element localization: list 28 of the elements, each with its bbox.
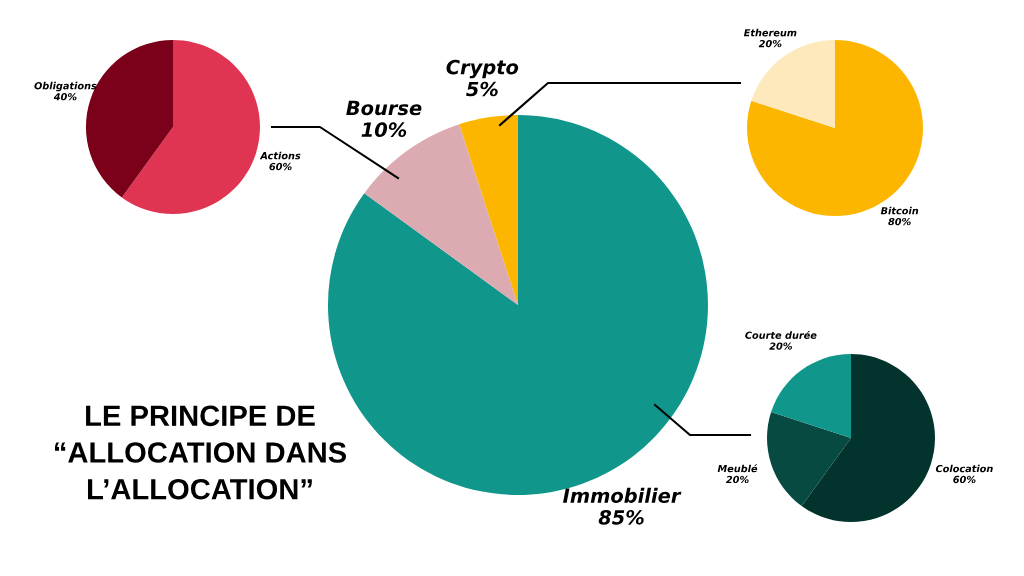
pie-slice	[747, 40, 923, 216]
data-label: 80%	[888, 217, 911, 226]
slice-label: Colocation	[935, 464, 993, 473]
slice-label: Courte durée	[745, 330, 817, 339]
pie-slice	[751, 40, 835, 128]
slice-label: Crypto	[446, 59, 519, 79]
pie-slice	[459, 115, 518, 305]
slice-label: Meublé	[717, 464, 758, 473]
slice-label: Obligations	[34, 81, 97, 92]
data-label: 60%	[953, 475, 976, 484]
pie-slice	[767, 412, 851, 506]
data-label: 60%	[269, 162, 292, 171]
data-label: 20%	[758, 39, 782, 48]
slice-label: Bourse	[346, 100, 422, 116]
data-label: 10%	[361, 122, 407, 138]
pie-slice	[121, 40, 260, 214]
pie-slice	[801, 354, 935, 522]
data-label: 20%	[769, 342, 792, 350]
data-label: 85%	[598, 509, 644, 525]
slice-label: Bitcoin	[880, 206, 919, 215]
slice-label: Actions	[259, 151, 301, 160]
pie-slice	[771, 354, 851, 438]
text: LE PRINCIPE DE “ALLOCATION DANS L’ALLOCATION”	[54, 405, 347, 500]
data-label: 40%	[53, 93, 77, 101]
data-label: 5%	[466, 81, 498, 97]
slice-label: Immobilier	[563, 487, 682, 503]
slice-label: Ethereum	[743, 28, 797, 37]
data-label: 20%	[726, 475, 749, 484]
